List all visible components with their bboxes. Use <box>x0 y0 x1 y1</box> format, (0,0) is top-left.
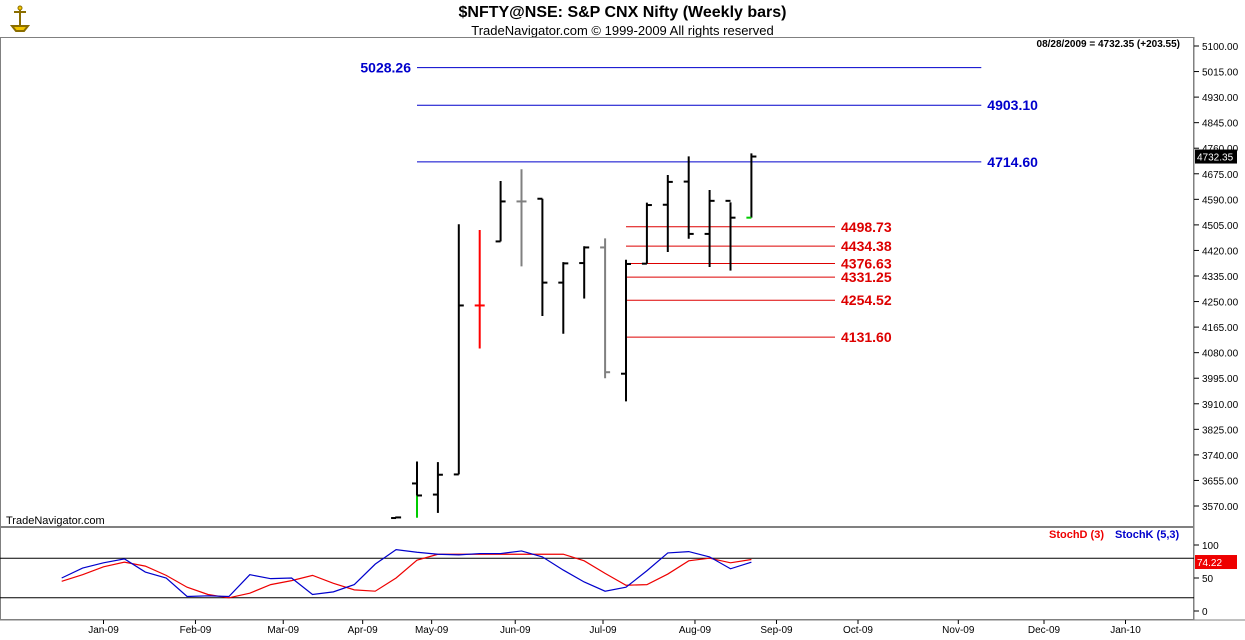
price-tick-label: 5100.00 <box>1202 42 1239 53</box>
level-label: 4498.73 <box>841 219 892 235</box>
month-tick-label: Oct-09 <box>843 625 873 636</box>
price-tick-label: 4930.00 <box>1202 93 1239 104</box>
stoch-last-value-label: 74.22 <box>1197 558 1222 569</box>
stoch-series-line <box>61 553 752 599</box>
price-tick-label: 4845.00 <box>1202 119 1239 130</box>
price-tick-label: 4675.00 <box>1202 170 1239 181</box>
price-tick-label: 4250.00 <box>1202 298 1239 309</box>
month-tick-label: May-09 <box>415 625 449 636</box>
price-tick-label: 3910.00 <box>1202 400 1239 411</box>
indicator-tick-label: 50 <box>1202 574 1214 585</box>
price-tick-label: 5015.00 <box>1202 68 1239 79</box>
price-tick-label: 4335.00 <box>1202 272 1239 283</box>
month-tick-label: Jun-09 <box>500 625 531 636</box>
month-tick-label: Nov-09 <box>942 625 975 636</box>
month-tick-label: Jan-10 <box>1110 625 1141 636</box>
level-label: 4434.38 <box>841 238 892 254</box>
month-tick-label: Sep-09 <box>760 625 793 636</box>
level-label: 4903.10 <box>987 97 1038 113</box>
level-label: 4714.60 <box>987 154 1038 170</box>
price-tick-label: 4590.00 <box>1202 195 1239 206</box>
price-tick-label: 3995.00 <box>1202 374 1239 385</box>
month-tick-label: Apr-09 <box>348 625 378 636</box>
price-tick-label: 3740.00 <box>1202 451 1239 462</box>
stochd-legend: StochD (3) <box>1049 529 1104 541</box>
month-tick-label: Aug-09 <box>679 625 712 636</box>
level-label: 5028.26 <box>360 60 411 76</box>
last-price-box <box>1195 149 1237 164</box>
month-tick-label: Dec-09 <box>1028 625 1061 636</box>
month-tick-label: Feb-09 <box>180 625 212 636</box>
level-label: 4131.60 <box>841 329 892 345</box>
watermark-label: TradeNavigator.com <box>6 515 105 527</box>
tradenavigator-logo-icon <box>4 4 36 39</box>
last-quote-label: 08/28/2009 = 4732.35 (+203.55) <box>1037 39 1180 50</box>
stoch-last-value-box <box>1195 555 1237 570</box>
indicator-tick-label: 100 <box>1202 541 1219 552</box>
month-tick-label: Jan-09 <box>88 625 119 636</box>
month-tick-label: Mar-09 <box>267 625 299 636</box>
level-label: 4254.52 <box>841 292 892 308</box>
last-price-label: 4732.35 <box>1197 153 1234 164</box>
chart-title: $NFTY@NSE: S&P CNX Nifty (Weekly bars) <box>458 4 787 21</box>
price-tick-label: 4505.00 <box>1202 221 1239 232</box>
price-tick-label: 4080.00 <box>1202 349 1239 360</box>
stoch-series-line <box>61 548 752 598</box>
price-tick-label: 4165.00 <box>1202 323 1239 334</box>
indicator-panel-frame <box>0 527 1194 620</box>
price-tick-label: 4420.00 <box>1202 246 1239 257</box>
month-tick-label: Jul-09 <box>589 625 617 636</box>
stochk-legend: StochK (5,3) <box>1115 529 1180 541</box>
price-tick-label: 3825.00 <box>1202 425 1239 436</box>
price-tick-label: 3655.00 <box>1202 476 1239 487</box>
chart-subtitle: TradeNavigator.com © 1999-2009 All right… <box>471 23 774 38</box>
level-label: 4376.63 <box>841 255 892 271</box>
price-tick-label: 3570.00 <box>1202 502 1239 513</box>
indicator-tick-label: 0 <box>1202 607 1208 618</box>
level-label: 4331.25 <box>841 269 892 285</box>
